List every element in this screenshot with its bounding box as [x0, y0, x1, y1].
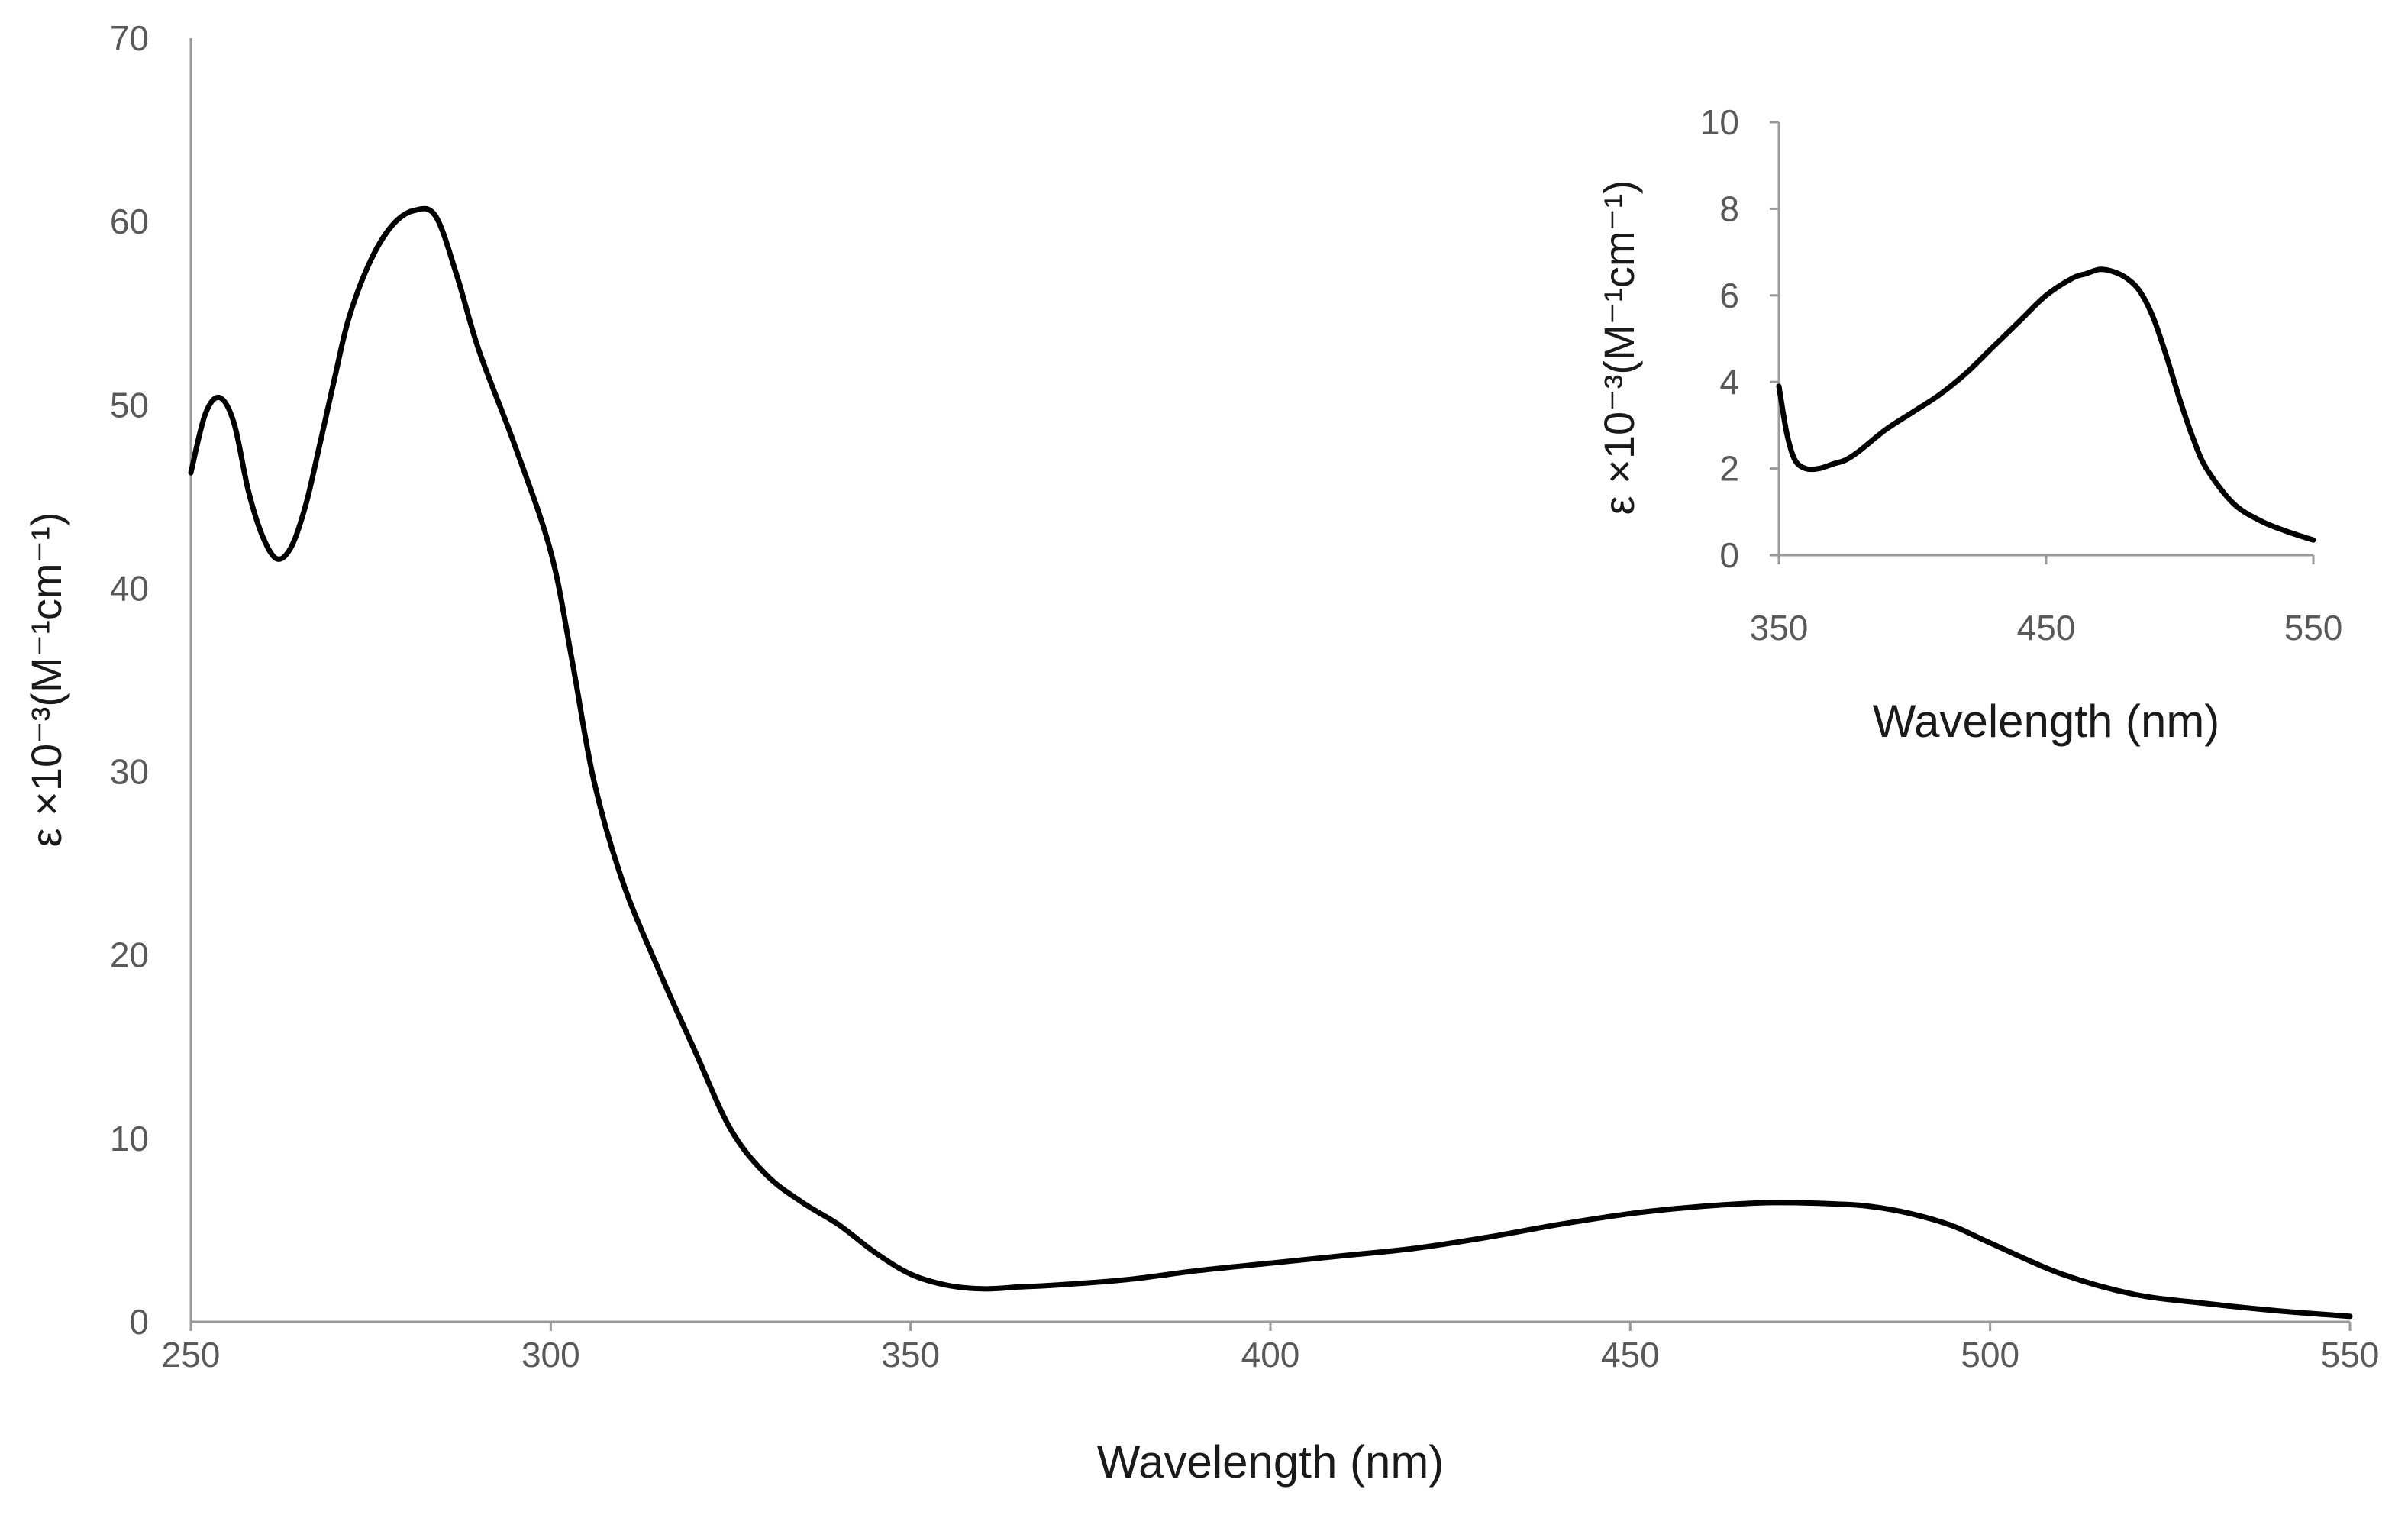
- main-x-tick-labels: 250 300 350 400 450 500 550: [162, 1322, 2380, 1374]
- main-x-tick-label: 550: [2321, 1335, 2380, 1374]
- main-y-tick-label: 60: [110, 202, 149, 241]
- main-y-tick-label: 10: [110, 1119, 149, 1158]
- inset-y-tick-label: 4: [1719, 362, 1739, 402]
- inset-x-tick-label: 550: [2284, 608, 2343, 648]
- main-y-tick-label: 20: [110, 935, 149, 975]
- main-x-tick-label: 300: [521, 1335, 580, 1374]
- main-x-tick-label: 400: [1241, 1335, 1300, 1374]
- inset-y-tick-label: 6: [1719, 276, 1739, 315]
- main-y-tick-label: 40: [110, 568, 149, 608]
- main-x-tick-label: 250: [162, 1335, 221, 1374]
- main-spectrum-line: [188, 205, 2353, 1320]
- inset-x-tick-label: 350: [1750, 608, 1809, 648]
- main-y-tick-label: 50: [110, 385, 149, 425]
- inset-x-axis-title: Wavelength (nm): [1873, 696, 2220, 747]
- main-x-axis-title: Wavelength (nm): [1097, 1436, 1444, 1488]
- inset-plot: 350 450 550 0 2 4 6 8 10 Wavelength (nm) ε ×10⁻…: [1595, 102, 2342, 747]
- main-x-tick-label: 500: [1961, 1335, 2019, 1374]
- inset-x-tick-labels: 350 450 550: [1750, 555, 2343, 648]
- inset-y-axis-title: ε ×10⁻³(M⁻¹cm⁻¹): [1595, 180, 1643, 515]
- main-x-tick-label: 450: [1601, 1335, 1660, 1374]
- inset-spectrum-line: [1776, 266, 2316, 543]
- main-y-axis-title: ε ×10⁻³(M⁻¹cm⁻¹): [22, 512, 70, 848]
- inset-x-tick-label: 450: [2017, 608, 2076, 648]
- inset-y-tick-label: 10: [1700, 102, 1739, 142]
- inset-y-tick-label: 0: [1719, 535, 1739, 575]
- main-y-tick-label: 30: [110, 752, 149, 792]
- main-y-tick-label: 0: [129, 1302, 149, 1342]
- main-y-tick-labels: 0 10 20 30 40 50 60 70: [110, 18, 149, 1342]
- inset-y-tick-labels: 0 2 4 6 8 10: [1700, 102, 1779, 575]
- inset-y-tick-label: 2: [1719, 449, 1739, 489]
- inset-y-tick-label: 8: [1719, 189, 1739, 228]
- main-y-tick-label: 70: [110, 18, 149, 58]
- main-x-tick-label: 350: [881, 1335, 940, 1374]
